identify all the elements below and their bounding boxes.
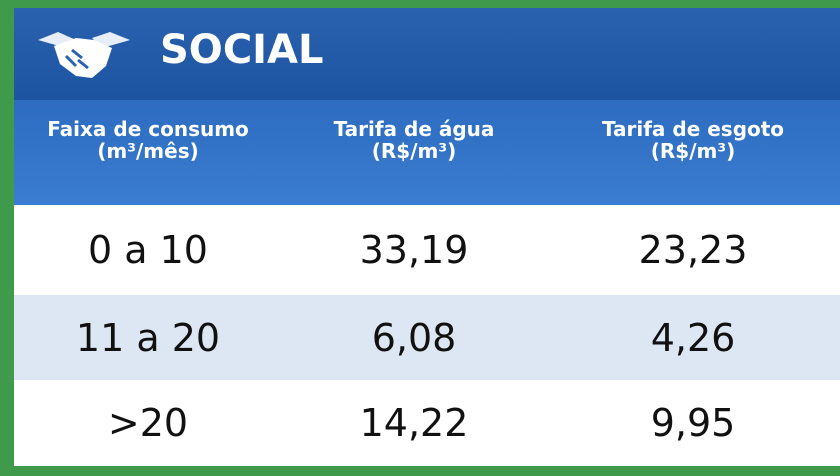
table-cell: 0 a 10 <box>88 228 208 272</box>
column-header: Tarifa de água (R$/m³) <box>282 100 546 205</box>
table-cell: 33,19 <box>359 228 469 272</box>
tariff-panel: SOCIAL Faixa de consumo (m³/mês) Tarifa d… <box>14 8 840 466</box>
header-line: (R$/m³) <box>371 139 457 163</box>
title: SOCIAL <box>160 27 324 73</box>
header-line: (m³/mês) <box>97 139 199 163</box>
table-row: 11 a 20 6,08 4,26 <box>14 295 840 380</box>
header-line: Faixa de consumo <box>47 117 249 141</box>
table-cell: >20 <box>107 401 189 445</box>
table-cell: 9,95 <box>650 401 736 445</box>
table-cell: 11 a 20 <box>75 315 221 360</box>
header-line: (R$/m³) <box>650 139 736 163</box>
header-line: Tarifa de água <box>333 117 495 141</box>
handshake-icon <box>38 32 130 78</box>
column-header-row: Faixa de consumo (m³/mês) Tarifa de água(… <box>14 100 840 205</box>
title-bar: SOCIAL <box>14 8 840 100</box>
table-cell: 6,08 <box>371 315 457 360</box>
table-row: >20 14,22 9,95 <box>14 380 840 466</box>
column-header: Tarifa de esgoto (R$/m³) <box>546 100 840 205</box>
table-cell: 14,22 <box>359 401 469 445</box>
column-header: Faixa de consumo (m³/mês) <box>14 100 282 205</box>
table-row: 0 a 10 33,19 23,23 <box>14 205 840 295</box>
table-cell: 23,23 <box>638 228 748 272</box>
header-line: Tarifa de esgoto <box>601 117 785 141</box>
table-cell: 4,26 <box>650 315 736 360</box>
